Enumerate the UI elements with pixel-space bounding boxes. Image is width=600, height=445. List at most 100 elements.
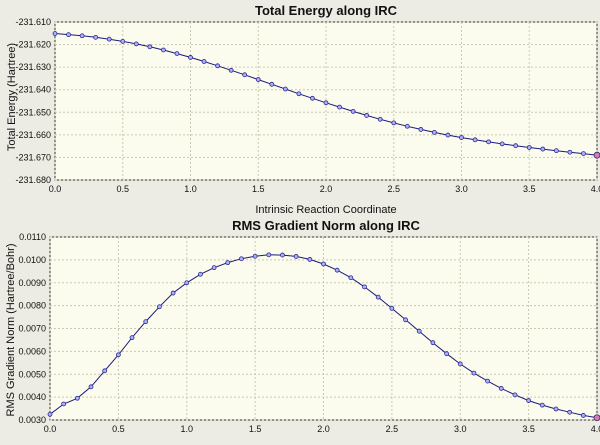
data-point[interactable] — [444, 351, 449, 357]
data-point[interactable] — [47, 411, 53, 417]
data-point[interactable] — [133, 41, 139, 47]
data-point[interactable] — [540, 146, 546, 152]
data-point[interactable] — [526, 145, 532, 150]
data-point[interactable] — [160, 47, 166, 53]
data-point[interactable] — [323, 100, 329, 106]
highlighted-data-point[interactable] — [593, 414, 600, 422]
data-point[interactable] — [512, 392, 518, 398]
data-point[interactable] — [457, 361, 463, 367]
data-point[interactable] — [486, 139, 492, 145]
data-point[interactable] — [211, 265, 217, 271]
data-point[interactable] — [115, 352, 121, 358]
data-point[interactable] — [266, 252, 272, 258]
data-point[interactable] — [102, 368, 108, 374]
data-point[interactable] — [310, 95, 315, 101]
data-point[interactable] — [362, 284, 367, 290]
data-point[interactable] — [74, 395, 80, 401]
data-point[interactable] — [485, 378, 491, 384]
data-point[interactable] — [296, 91, 302, 97]
data-point[interactable] — [170, 290, 176, 296]
data-point[interactable] — [471, 370, 477, 376]
x-tick-label: 4.0 — [591, 184, 600, 194]
data-point[interactable] — [526, 398, 532, 403]
data-point[interactable] — [174, 51, 180, 56]
data-point[interactable] — [348, 275, 354, 281]
y-tick-label: 0.0030 — [18, 415, 46, 425]
data-point[interactable] — [334, 267, 340, 273]
energy-chart-ylabel: Total Energy (Hartree) — [6, 43, 18, 151]
data-point[interactable] — [389, 305, 395, 311]
data-point[interactable] — [337, 104, 342, 110]
data-point[interactable] — [184, 280, 190, 286]
data-point[interactable] — [445, 132, 451, 138]
data-point[interactable] — [198, 271, 203, 277]
data-point[interactable] — [472, 137, 478, 143]
data-point[interactable] — [269, 81, 275, 87]
data-point[interactable] — [282, 86, 288, 92]
data-point[interactable] — [293, 254, 299, 259]
gradient-plot: 0.0 0.5 1.0 1.5 2.0 2.5 3.0 3.5 4.0 0.0030 0.0040 0… — [18, 232, 600, 434]
data-point[interactable] — [567, 149, 573, 155]
data-point[interactable] — [79, 33, 85, 39]
data-point[interactable] — [350, 108, 356, 114]
data-point[interactable] — [239, 256, 244, 262]
data-point[interactable] — [375, 294, 381, 300]
y-tick-label: -231.680 — [15, 175, 51, 185]
x-tick-label: 2.5 — [386, 424, 399, 434]
data-point[interactable] — [539, 402, 545, 408]
x-tick-label: 2.5 — [387, 184, 400, 194]
y-tick-label: 0.0050 — [18, 369, 46, 379]
x-tick-label: 0.0 — [44, 424, 57, 434]
data-point[interactable] — [129, 335, 135, 341]
data-point[interactable] — [252, 253, 258, 259]
data-point[interactable] — [403, 317, 408, 323]
data-point[interactable] — [404, 123, 410, 129]
data-point[interactable] — [242, 72, 248, 78]
data-point[interactable] — [215, 63, 221, 69]
highlighted-data-point[interactable] — [593, 151, 600, 159]
data-point[interactable] — [156, 304, 162, 310]
data-point[interactable] — [513, 143, 519, 149]
data-point[interactable] — [52, 31, 58, 36]
data-point[interactable] — [255, 77, 261, 82]
data-point[interactable] — [391, 120, 397, 126]
data-point[interactable] — [228, 67, 234, 73]
y-tick-label: -231.640 — [15, 85, 51, 95]
x-tick-label: 1.5 — [252, 184, 265, 194]
data-point[interactable] — [416, 328, 422, 334]
data-point[interactable] — [498, 386, 504, 391]
data-point[interactable] — [499, 141, 505, 147]
y-tick-label: 0.0090 — [18, 278, 46, 288]
data-point[interactable] — [567, 409, 573, 415]
data-point[interactable] — [364, 113, 370, 118]
data-point[interactable] — [280, 252, 285, 258]
energy-chart-xlabel: Intrinsic Reaction Coordinate — [255, 204, 396, 216]
data-point[interactable] — [66, 32, 71, 38]
x-tick-label: 2.0 — [320, 184, 333, 194]
data-point[interactable] — [147, 44, 153, 50]
data-point[interactable] — [553, 148, 559, 154]
data-point[interactable] — [88, 384, 94, 390]
data-point[interactable] — [430, 340, 436, 346]
data-point[interactable] — [61, 401, 67, 407]
data-point[interactable] — [418, 127, 424, 132]
data-point[interactable] — [93, 34, 99, 40]
data-point[interactable] — [581, 151, 586, 156]
data-point[interactable] — [225, 260, 231, 266]
energy-chart-title: Total Energy along IRC — [255, 3, 398, 18]
data-point[interactable] — [143, 319, 149, 325]
y-tick-label: 0.0070 — [18, 324, 46, 334]
data-point[interactable] — [553, 406, 559, 412]
data-point[interactable] — [106, 36, 112, 42]
data-point[interactable] — [188, 55, 193, 60]
data-point[interactable] — [377, 116, 383, 122]
data-point[interactable] — [459, 135, 464, 140]
data-point[interactable] — [580, 413, 586, 418]
data-point[interactable] — [120, 39, 126, 44]
data-point[interactable] — [201, 59, 207, 64]
data-point[interactable] — [431, 129, 437, 135]
data-point[interactable] — [321, 261, 326, 267]
data-point[interactable] — [307, 257, 313, 262]
x-tick-label: 1.5 — [249, 424, 262, 434]
